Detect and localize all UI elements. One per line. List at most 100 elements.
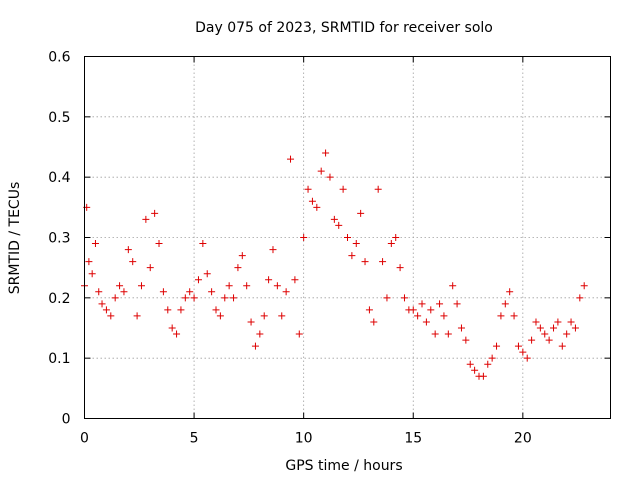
data-point <box>265 276 273 284</box>
axis-ticks: 0 0.1 0.2 0.3 0.4 0.5 0.6 0 5 10 15 20 <box>48 50 611 447</box>
data-point <box>352 240 360 248</box>
data-point <box>497 312 505 320</box>
data-point <box>396 264 404 272</box>
data-point <box>357 209 365 217</box>
data-point <box>173 330 181 338</box>
data-point <box>370 318 378 326</box>
data-point <box>91 240 99 248</box>
data-point <box>422 318 430 326</box>
data-point <box>308 197 316 205</box>
data-point <box>326 173 334 181</box>
data-point <box>208 288 216 296</box>
data-point <box>374 185 382 193</box>
data-point <box>387 240 395 248</box>
y-tick-label: 0.3 <box>48 231 70 247</box>
data-point <box>168 324 176 332</box>
data-point <box>295 330 303 338</box>
x-tick-label: 10 <box>295 431 313 447</box>
data-point <box>501 300 509 308</box>
data-point <box>269 246 277 254</box>
data-point <box>133 312 141 320</box>
data-point <box>238 252 246 260</box>
data-point <box>471 366 479 374</box>
data-point <box>493 342 501 350</box>
data-point <box>523 354 531 362</box>
data-point <box>186 288 194 296</box>
data-point <box>453 300 461 308</box>
data-point <box>300 234 308 241</box>
x-tick-label: 0 <box>80 431 89 447</box>
data-point <box>107 312 115 320</box>
data-point <box>344 234 351 241</box>
data-point <box>440 312 448 320</box>
data-point <box>545 336 553 344</box>
x-tick-label: 5 <box>190 431 199 447</box>
data-point <box>550 324 558 332</box>
data-point <box>457 324 465 332</box>
data-point <box>383 294 391 302</box>
data-point <box>234 264 242 272</box>
chart-title: Day 075 of 2023, SRMTID for receiver sol… <box>195 20 493 36</box>
data-point <box>541 330 549 338</box>
data-point <box>313 203 321 211</box>
data-point <box>532 318 540 326</box>
x-tick-label: 20 <box>514 431 532 447</box>
data-point <box>558 342 566 350</box>
data-point <box>339 185 347 193</box>
data-point <box>409 306 417 314</box>
x-axis-label: GPS time / hours <box>285 458 402 474</box>
data-point <box>251 342 259 350</box>
data-point <box>278 312 286 320</box>
data-point <box>462 336 470 344</box>
data-point <box>120 288 128 296</box>
data-point <box>571 324 579 332</box>
data-point <box>95 288 103 296</box>
data-point <box>414 312 422 320</box>
data-point <box>137 282 145 290</box>
data-point <box>365 306 373 314</box>
data-point <box>392 234 400 241</box>
data-point <box>212 306 220 314</box>
data-point <box>519 348 527 356</box>
data-point <box>436 300 444 308</box>
data-point <box>484 360 492 368</box>
data-point <box>291 276 299 284</box>
data-point <box>194 276 202 284</box>
data-point <box>243 282 251 290</box>
data-point <box>488 354 496 362</box>
data-point <box>155 240 163 248</box>
data-point <box>400 294 408 302</box>
y-tick-label: 0.2 <box>48 291 70 307</box>
data-point <box>98 300 106 308</box>
data-point <box>203 270 211 278</box>
data-point <box>199 240 207 248</box>
data-point <box>554 318 562 326</box>
data-point <box>580 282 588 290</box>
data-point <box>466 360 474 368</box>
data-point <box>142 215 150 223</box>
data-point <box>304 185 312 193</box>
data-point <box>111 294 119 302</box>
data-point <box>431 330 439 338</box>
data-point <box>256 330 264 338</box>
data-point <box>427 306 435 314</box>
data-point <box>88 270 96 278</box>
data-point <box>273 282 281 290</box>
data-points <box>81 149 588 380</box>
data-point <box>536 324 544 332</box>
data-point <box>317 167 325 175</box>
data-point <box>190 294 198 302</box>
data-point <box>146 264 154 272</box>
data-point <box>335 221 343 229</box>
y-tick-label: 0 <box>62 412 71 428</box>
data-point <box>282 288 290 296</box>
y-tick-label: 0.6 <box>48 50 70 66</box>
data-point <box>177 306 185 314</box>
data-point <box>260 312 268 320</box>
data-point <box>124 246 132 254</box>
data-point <box>418 300 426 308</box>
data-point <box>102 306 110 314</box>
data-point <box>361 258 369 266</box>
y-tick-label: 0.4 <box>48 170 70 186</box>
